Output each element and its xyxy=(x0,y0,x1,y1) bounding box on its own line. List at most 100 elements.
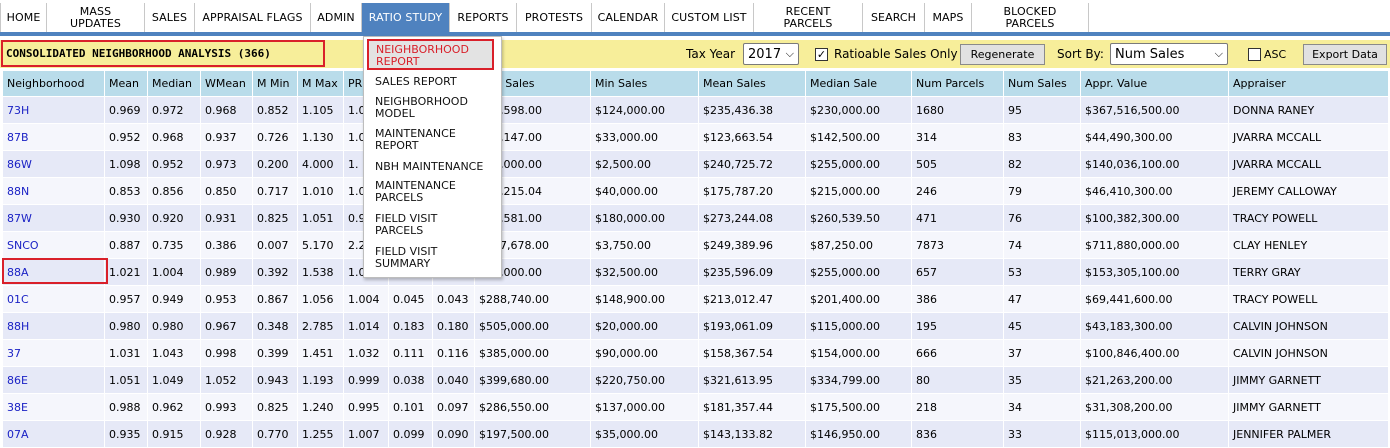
table-cell: 0.007 xyxy=(252,231,298,259)
nav-search[interactable]: SEARCH xyxy=(863,3,925,32)
table-cell: 0.099 xyxy=(388,420,433,448)
regenerate-button[interactable]: Regenerate xyxy=(960,44,1045,65)
table-cell: 1.538 xyxy=(297,258,344,286)
dropdown-item-nbh-maintenance[interactable]: NBH MAINTENANCE xyxy=(375,160,484,173)
tax-year-select[interactable]: 2017 ⌵ xyxy=(743,43,799,65)
table-cell: 0.097 xyxy=(432,393,475,421)
column-header[interactable]: Median xyxy=(147,70,201,97)
nav-protests[interactable]: PROTESTS xyxy=(517,3,592,32)
nav-reports[interactable]: REPORTS xyxy=(450,3,517,32)
table-row: 37 1.031 1.043 0.998 0.399 1.451 1.032 0.111 0.1… xyxy=(2,339,1389,367)
table-cell: 1.056 xyxy=(297,285,344,313)
table-cell: 47 xyxy=(1003,285,1081,313)
neighborhood-link[interactable]: 38E xyxy=(2,393,105,421)
ratioable-checkbox[interactable]: ✓ xyxy=(815,48,828,61)
table-cell: 1.031 xyxy=(104,339,148,367)
neighborhood-link[interactable]: 01C xyxy=(2,285,105,313)
table-cell: 1680 xyxy=(911,96,1004,124)
column-header[interactable]: Num Sales xyxy=(1003,70,1081,97)
table-row: 88A 1.021 1.004 0.989 0.392 1.538 1.0 $15,000.0… xyxy=(2,258,1389,286)
table-cell: $286,550.00 xyxy=(474,393,591,421)
column-header[interactable]: Num Parcels xyxy=(911,70,1004,97)
column-header[interactable]: Mean xyxy=(104,70,148,97)
table-cell: $35,000.00 xyxy=(590,420,699,448)
table-cell: $175,500.00 xyxy=(805,393,912,421)
dropdown-item-field-visit-parcels[interactable]: FIELD VISIT PARCELS xyxy=(375,212,438,237)
dropdown-item-neighborhood-model[interactable]: NEIGHBORHOOD MODEL xyxy=(375,95,468,120)
column-header[interactable]: WMean xyxy=(200,70,253,97)
table-cell: 1.255 xyxy=(297,420,344,448)
table-row: 07A 0.935 0.915 0.928 0.770 1.255 1.007 0.099 0.… xyxy=(2,420,1389,448)
neighborhood-link[interactable]: 37 xyxy=(2,339,105,367)
neighborhood-link[interactable]: 87W xyxy=(2,204,105,232)
nav-blocked-parcels[interactable]: BLOCKED PARCELS xyxy=(972,3,1089,32)
neighborhood-link[interactable]: 86E xyxy=(2,366,105,394)
nav-home[interactable]: HOME xyxy=(1,3,47,32)
table-cell: 1.193 xyxy=(297,366,344,394)
table-cell: 5.170 xyxy=(297,231,344,259)
sort-by-select[interactable]: Num Sales ⌵ xyxy=(1110,43,1228,65)
dropdown-item-label: NEIGHBORHOOD REPORT xyxy=(376,43,469,68)
dropdown-item-field-visit-summary[interactable]: FIELD VISIT SUMMARY xyxy=(375,245,438,270)
dropdown-item-sales-report[interactable]: SALES REPORT xyxy=(375,75,457,88)
nav-appraisal-flags[interactable]: APPRAISAL FLAGS xyxy=(195,3,311,32)
neighborhood-link[interactable]: 88H xyxy=(2,312,105,340)
neighborhood-link[interactable]: 07A xyxy=(2,420,105,448)
table-cell: $288,740.00 xyxy=(474,285,591,313)
table-cell: 666 xyxy=(911,339,1004,367)
table-cell: 2.785 xyxy=(297,312,344,340)
nav-maps[interactable]: MAPS xyxy=(925,3,972,32)
table-cell: 83 xyxy=(1003,123,1081,151)
table-header: Neighborhood Mean Median WMean M Min M Max PRD… xyxy=(2,70,1389,97)
table-cell: 0.915 xyxy=(147,420,201,448)
nav-sales[interactable]: SALES xyxy=(145,3,195,32)
export-data-button[interactable]: Export Data xyxy=(1303,44,1387,65)
table-cell: $255,000.00 xyxy=(805,150,912,178)
column-header[interactable]: Neighborhood xyxy=(2,70,105,97)
nav-recent-parcels[interactable]: RECENT PARCELS xyxy=(754,3,863,32)
table-cell: 0.717 xyxy=(252,177,298,205)
nav-ratio-study[interactable]: RATIO STUDY xyxy=(362,3,450,32)
table-cell: 246 xyxy=(911,177,1004,205)
neighborhood-link[interactable]: 73H xyxy=(2,96,105,124)
nav-calendar[interactable]: CALENDAR xyxy=(592,3,665,32)
dropdown-item-maintenance-parcels[interactable]: MAINTENANCE PARCELS xyxy=(375,179,456,204)
table-cell: $43,183,300.00 xyxy=(1080,312,1229,340)
neighborhood-link[interactable]: 86W xyxy=(2,150,105,178)
column-header[interactable]: M Min xyxy=(252,70,298,97)
asc-label: ASC xyxy=(1264,48,1287,61)
nav-admin[interactable]: ADMIN xyxy=(311,3,362,32)
dropdown-item-neighborhood-report[interactable]: NEIGHBORHOOD REPORT xyxy=(367,39,494,70)
table-cell: 0.043 xyxy=(432,285,475,313)
table-cell: 0.952 xyxy=(104,123,148,151)
neighborhood-table: Neighborhood Mean Median WMean M Min M Max PRD… xyxy=(2,70,1389,448)
neighborhood-link[interactable]: 88A xyxy=(2,258,105,286)
table-cell: 0.935 xyxy=(104,420,148,448)
column-header[interactable]: Min Sales xyxy=(590,70,699,97)
column-header[interactable]: Mean Sales xyxy=(698,70,806,97)
table-cell: 1.451 xyxy=(297,339,344,367)
table-cell: 657 xyxy=(911,258,1004,286)
table-cell: $197,500.00 xyxy=(474,420,591,448)
nav-mass-updates[interactable]: MASS UPDATES xyxy=(47,3,145,32)
table-cell: 1.004 xyxy=(147,258,201,286)
table-cell: 0.937 xyxy=(200,123,253,151)
table-cell: $215,000.00 xyxy=(805,177,912,205)
table-cell: 0.995 xyxy=(343,393,389,421)
table-cell: 0.825 xyxy=(252,393,298,421)
column-header[interactable]: Appr. Value xyxy=(1080,70,1229,97)
table-cell: $124,000.00 xyxy=(590,96,699,124)
table-cell: 1.105 xyxy=(297,96,344,124)
neighborhood-link[interactable]: SNCO xyxy=(2,231,105,259)
table-cell: 1.240 xyxy=(297,393,344,421)
neighborhood-link[interactable]: 88N xyxy=(2,177,105,205)
column-header[interactable]: M Max xyxy=(297,70,344,97)
column-header[interactable]: Median Sale xyxy=(805,70,912,97)
neighborhood-link[interactable]: 87B xyxy=(2,123,105,151)
nav-custom-list[interactable]: CUSTOM LIST xyxy=(665,3,754,32)
column-header[interactable]: Appraiser xyxy=(1228,70,1389,97)
asc-checkbox[interactable] xyxy=(1248,48,1261,61)
dropdown-item-maintenance-report[interactable]: MAINTENANCE REPORT xyxy=(375,127,456,152)
table-cell: 4.000 xyxy=(297,150,344,178)
table-cell: $140,036,100.00 xyxy=(1080,150,1229,178)
